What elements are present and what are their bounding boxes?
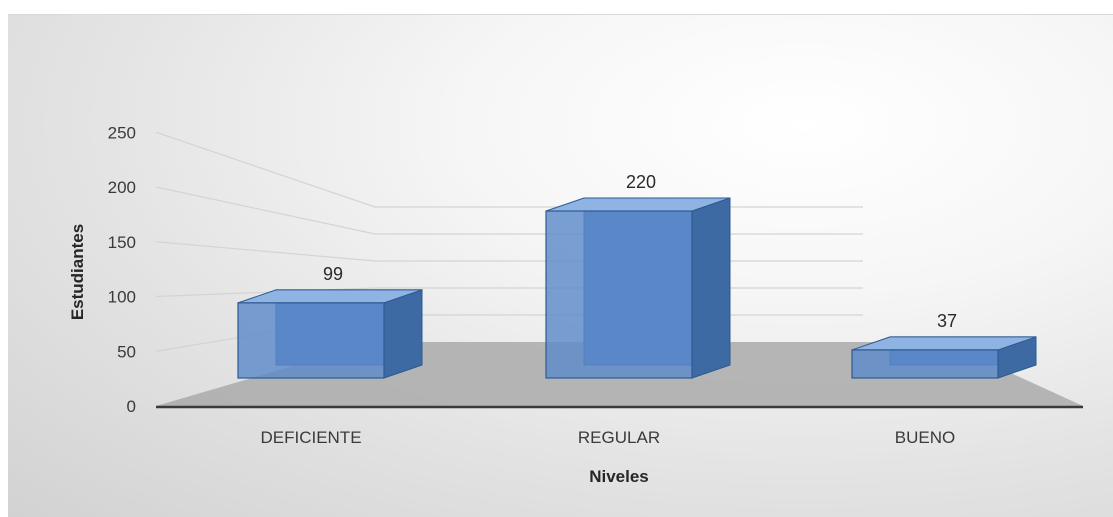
bar-side-face <box>383 289 423 379</box>
x-tick-label: BUENO <box>895 428 955 447</box>
y-tick-label: 150 <box>108 233 136 252</box>
x-tick-label: REGULAR <box>578 428 660 447</box>
y-tick-label: 200 <box>108 178 136 197</box>
gridline <box>155 241 863 262</box>
gridline <box>155 131 863 208</box>
bar-side-face <box>691 197 731 379</box>
y-tick-label: 50 <box>117 342 136 361</box>
y-tick-label: 100 <box>108 288 136 307</box>
data-label: 220 <box>626 172 656 192</box>
bars <box>237 197 1037 379</box>
bar-regular <box>545 197 731 379</box>
data-labels: 99 220 37 <box>323 172 957 331</box>
y-tick-label: 250 <box>108 123 136 142</box>
gridline <box>155 186 863 235</box>
bar-deficiente <box>237 289 423 379</box>
y-axis-title: Estudiantes <box>68 224 87 320</box>
x-axis-title: Niveles <box>589 467 649 486</box>
chart-area: 0 50 100 150 200 250 DEFICIENTE REGULAR BUENO 9… <box>8 14 1113 517</box>
bar-bueno <box>851 336 1037 379</box>
bar-front-face <box>545 210 693 379</box>
data-label: 37 <box>937 311 957 331</box>
bar-front-face <box>237 302 385 379</box>
data-label: 99 <box>323 264 343 284</box>
bar-chart-3d: 0 50 100 150 200 250 DEFICIENTE REGULAR BUENO 9… <box>68 123 1083 486</box>
x-tick-label: DEFICIENTE <box>260 428 361 447</box>
y-tick-label: 0 <box>127 397 136 416</box>
y-tick-labels: 0 50 100 150 200 250 <box>108 123 136 416</box>
bar-front-face <box>851 349 999 379</box>
x-tick-labels: DEFICIENTE REGULAR BUENO <box>260 428 955 447</box>
